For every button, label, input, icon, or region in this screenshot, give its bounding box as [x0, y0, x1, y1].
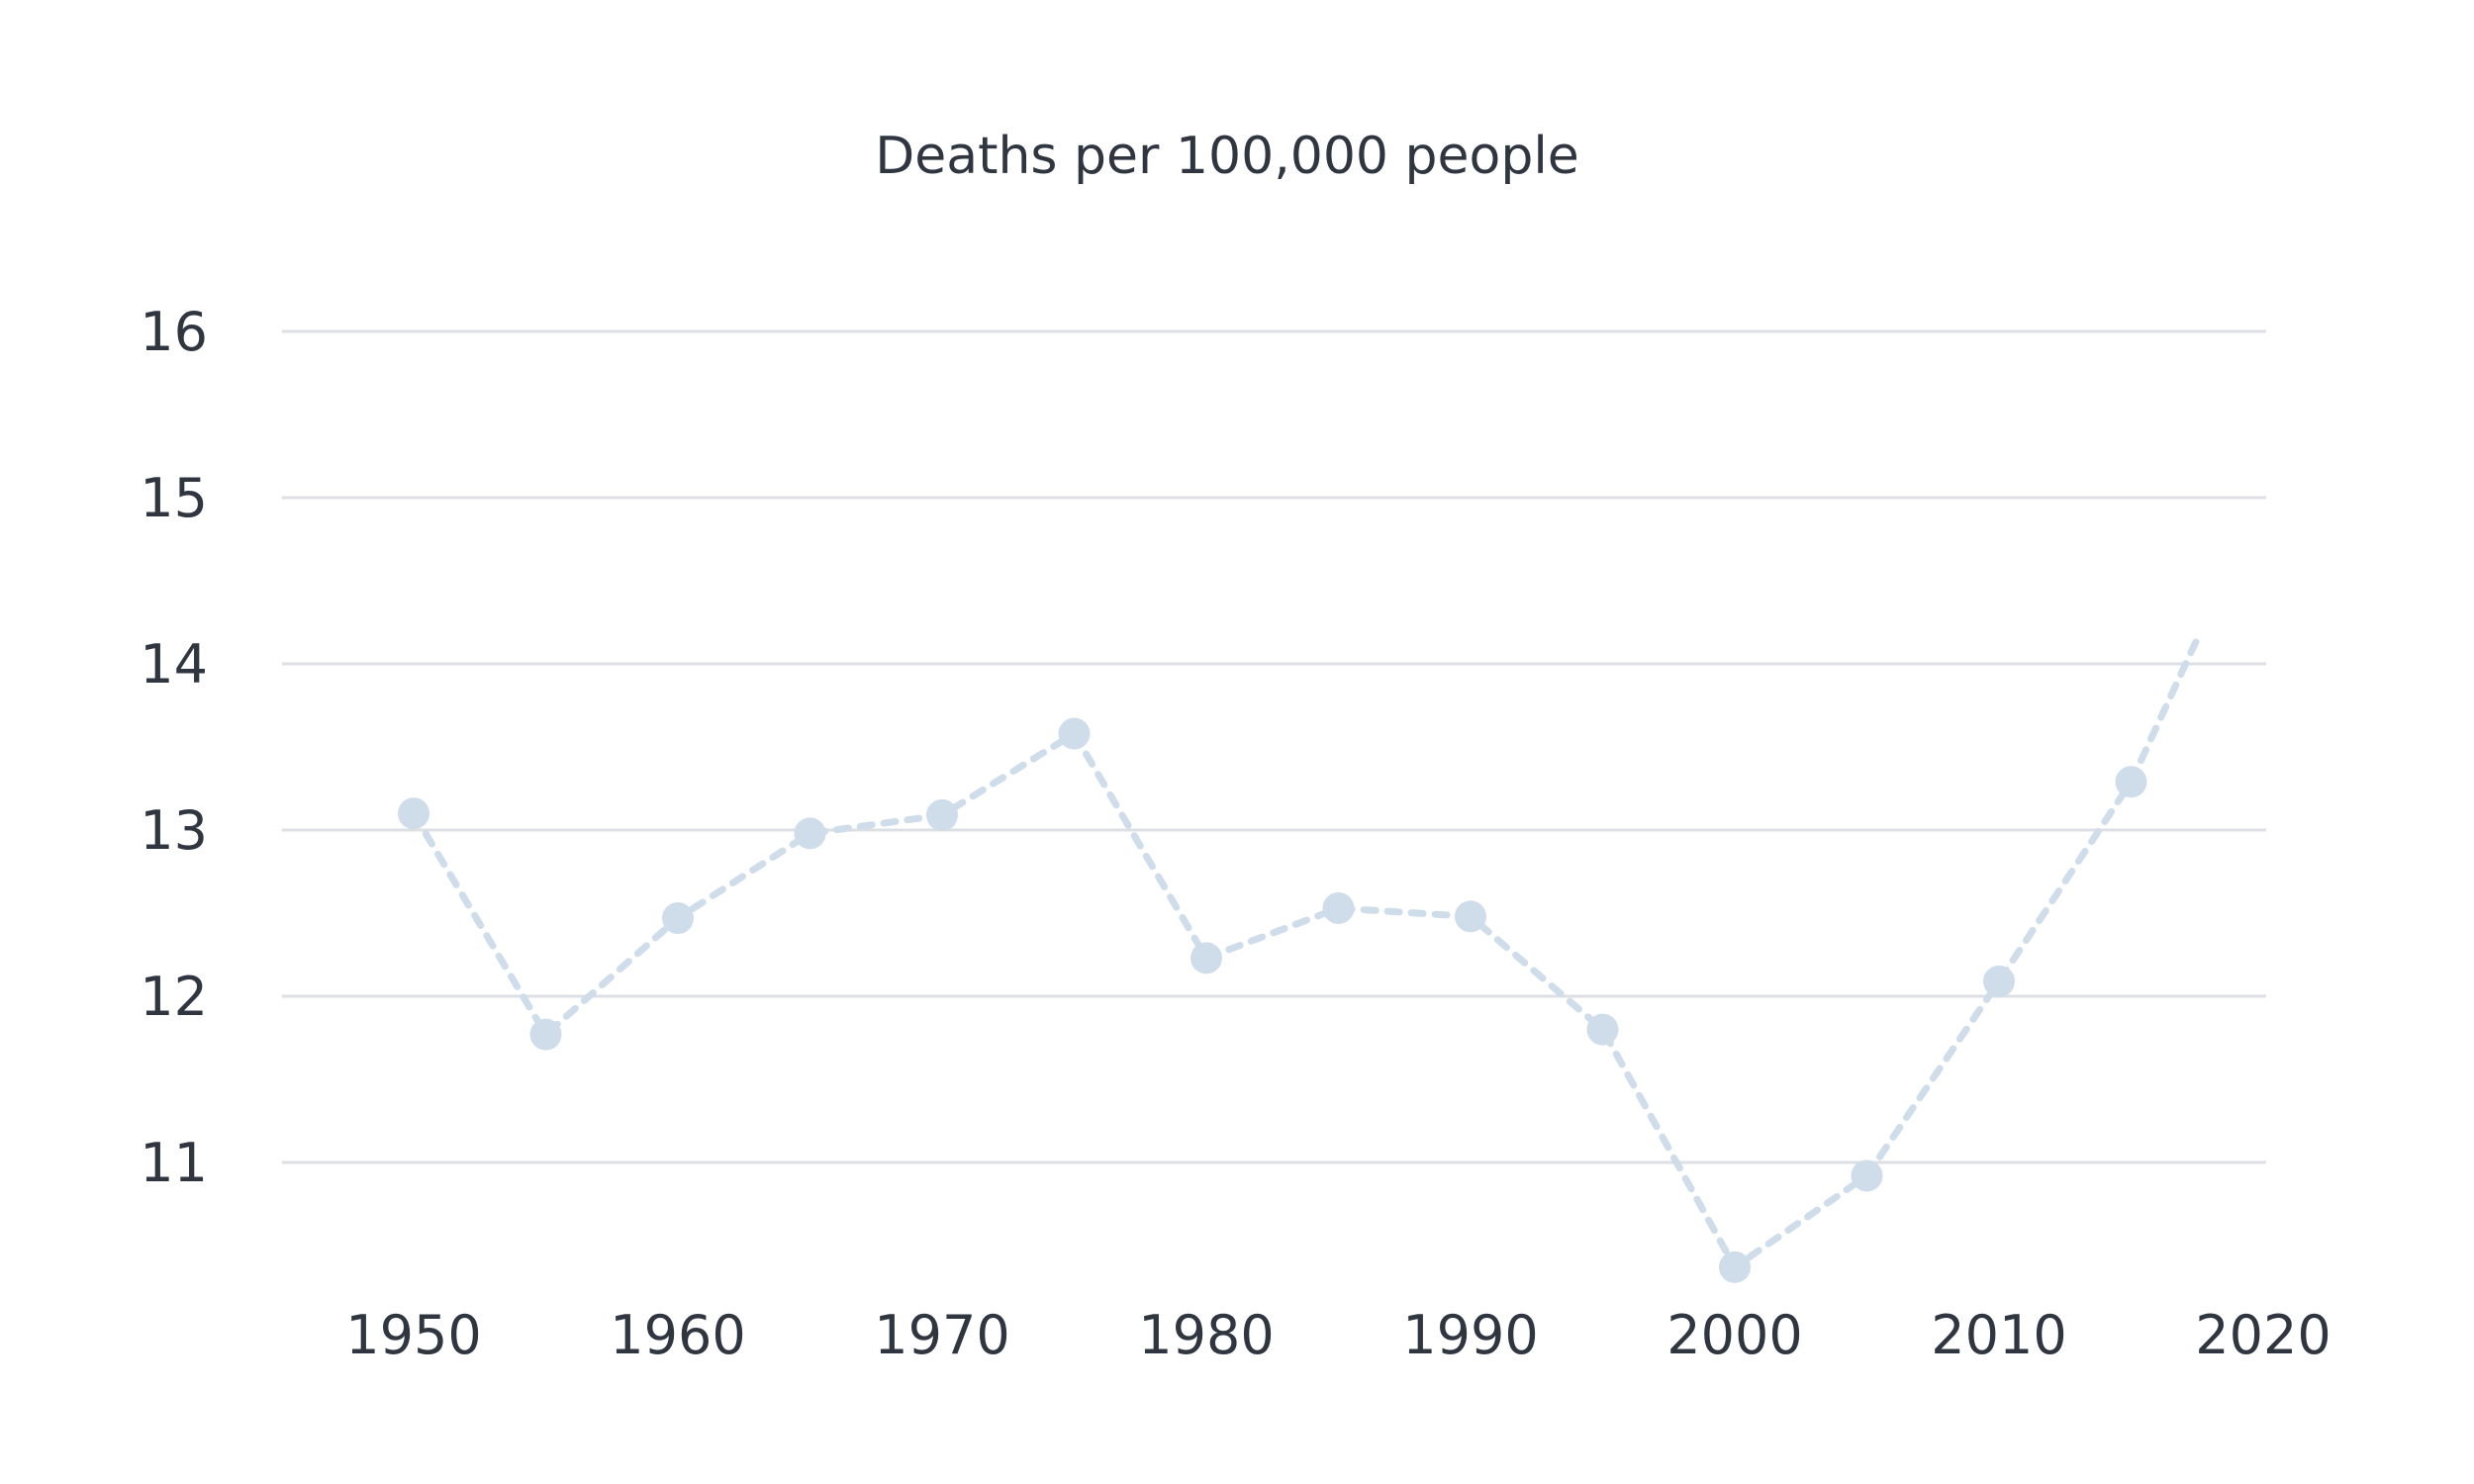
- data-point-1995: [1586, 1013, 1619, 1046]
- data-point-2015: [2115, 766, 2147, 798]
- x-tick-label-2000: 2000: [1666, 1304, 1802, 1366]
- data-point-2005: [1851, 1159, 1883, 1192]
- y-axis-tick-labels: 11 12 13 14 15 16: [140, 301, 208, 1194]
- x-tick-label-1960: 1960: [610, 1304, 745, 1366]
- x-tick-label-1950: 1950: [345, 1304, 481, 1366]
- y-tick-label-16: 16: [140, 301, 208, 363]
- y-tick-label-14: 14: [140, 633, 208, 696]
- data-point-1965: [794, 817, 826, 850]
- y-tick-label-13: 13: [140, 799, 208, 862]
- y-tick-label-11: 11: [140, 1132, 208, 1194]
- x-tick-label-2010: 2010: [1931, 1304, 2066, 1366]
- data-point-2010: [1983, 965, 2015, 997]
- x-tick-label-1990: 1990: [1402, 1304, 1538, 1366]
- chart-title: Deaths per 100,000 people: [875, 127, 1579, 186]
- data-point-1985: [1322, 891, 1355, 924]
- x-axis-tick-labels: 1950 1960 1970 1980 1990 2000 2010 2020: [345, 1304, 2331, 1366]
- data-point-1975: [1058, 717, 1091, 750]
- data-point-1990: [1455, 900, 1486, 933]
- data-points: [398, 717, 2147, 1283]
- x-tick-label-2020: 2020: [2195, 1304, 2331, 1366]
- series-line-0: [410, 635, 2201, 1271]
- data-point-1960: [662, 902, 694, 935]
- data-point-2000: [1719, 1251, 1751, 1283]
- series-layer: [410, 635, 2201, 1271]
- x-tick-label-1970: 1970: [874, 1304, 1009, 1366]
- data-point-1980: [1190, 942, 1222, 974]
- data-point-1955: [529, 1018, 562, 1051]
- y-tick-label-12: 12: [140, 966, 208, 1028]
- data-point-1970: [926, 798, 958, 831]
- data-point-1950: [398, 797, 429, 830]
- y-tick-label-15: 15: [140, 467, 208, 529]
- x-tick-label-1980: 1980: [1138, 1304, 1274, 1366]
- gridlines: [282, 329, 2266, 1164]
